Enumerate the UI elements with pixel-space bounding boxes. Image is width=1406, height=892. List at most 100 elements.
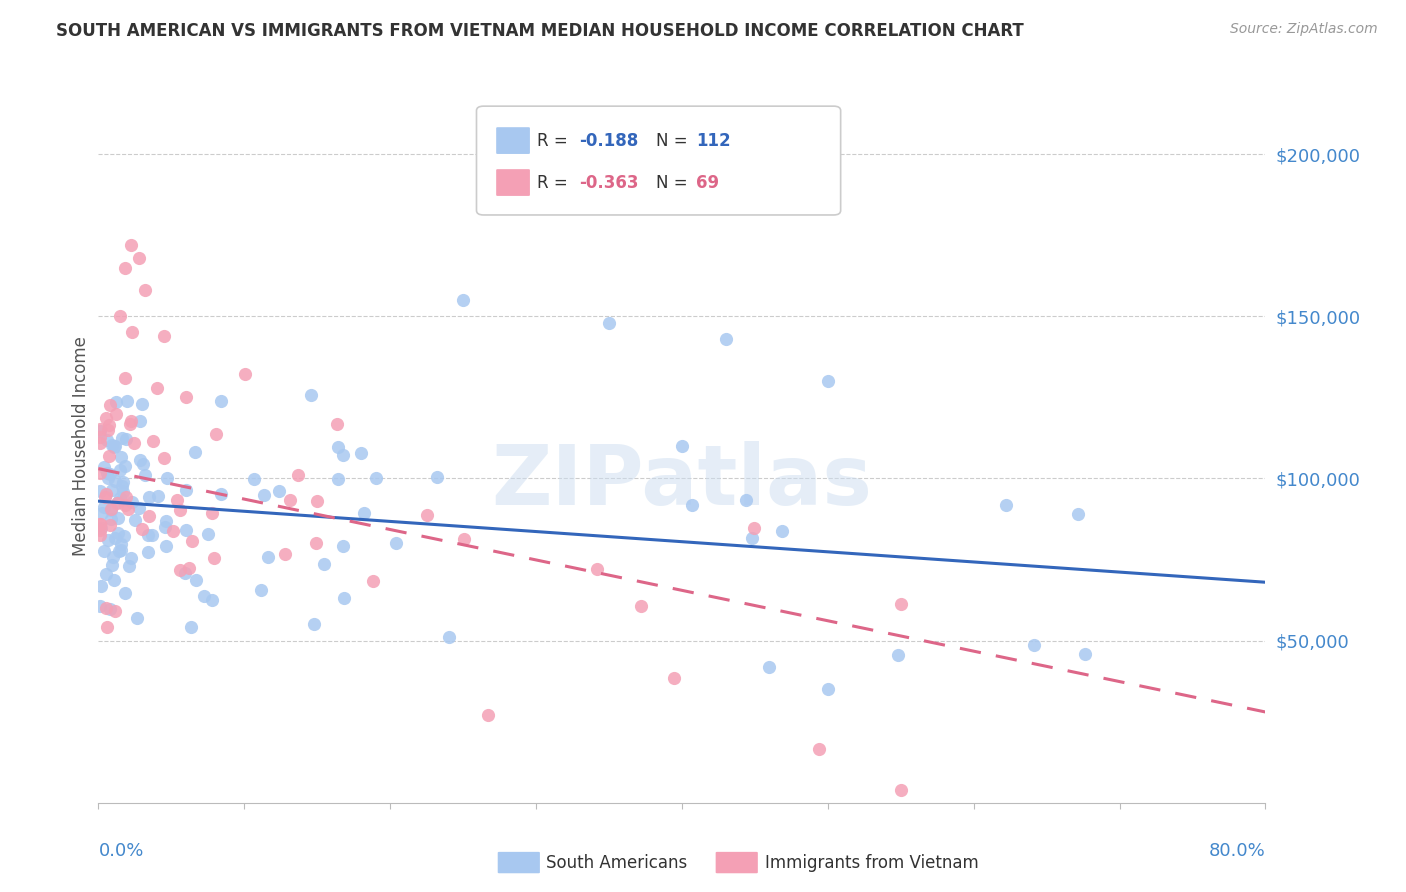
Point (1074, 647, 1097, 661)
Point (304, 617, 326, 632)
Point (817, 374, 839, 388)
Point (201, 506, 224, 520)
Point (162, 524, 184, 538)
Point (174, 483, 197, 497)
Point (202, 550, 225, 565)
Point (98, 602, 121, 616)
Point (110, 537, 132, 551)
Point (995, 498, 1018, 512)
Point (129, 452, 152, 467)
Point (110, 450, 132, 464)
Point (193, 589, 215, 603)
Text: R =: R = (537, 174, 574, 192)
Point (209, 486, 232, 500)
Point (103, 604, 125, 618)
Point (118, 559, 141, 574)
Point (437, 630, 460, 644)
Text: R =: R = (537, 132, 574, 150)
Point (353, 506, 375, 520)
Point (287, 467, 309, 482)
Point (146, 381, 169, 395)
Point (138, 508, 160, 523)
Text: ZIPatlas: ZIPatlas (492, 442, 872, 522)
Point (114, 585, 136, 599)
Point (314, 557, 336, 571)
Point (103, 574, 125, 588)
Point (104, 407, 127, 421)
Point (97, 471, 120, 485)
Point (104, 474, 127, 488)
Point (124, 513, 146, 527)
Point (332, 448, 354, 462)
Point (278, 492, 301, 507)
Point (304, 536, 326, 550)
Point (89, 517, 111, 532)
Point (671, 439, 693, 453)
Point (758, 659, 780, 673)
Point (177, 560, 200, 574)
Point (664, 671, 686, 685)
Point (1022, 638, 1045, 652)
Text: 69: 69 (696, 174, 718, 192)
Point (111, 431, 134, 445)
Point (117, 394, 139, 409)
Text: 112: 112 (696, 132, 731, 150)
Text: 0.0%: 0.0% (98, 842, 143, 860)
Point (138, 490, 160, 504)
Point (128, 414, 150, 428)
Point (714, 332, 737, 346)
Point (332, 539, 354, 553)
Point (89, 424, 111, 438)
Point (90, 578, 112, 592)
Text: Immigrants from Vietnam: Immigrants from Vietnam (765, 854, 979, 871)
Point (110, 491, 132, 505)
Point (155, 540, 177, 554)
Point (110, 462, 132, 476)
Point (274, 547, 297, 561)
Point (328, 440, 350, 454)
Point (134, 283, 156, 297)
Point (96, 619, 118, 633)
Point (299, 388, 322, 402)
Point (169, 503, 191, 517)
Point (256, 549, 278, 564)
Point (770, 524, 793, 538)
Point (586, 562, 609, 576)
Point (89, 466, 111, 480)
Point (110, 310, 132, 324)
Point (250, 582, 273, 597)
Point (121, 495, 143, 509)
Point (98, 398, 121, 412)
Point (142, 434, 165, 448)
Point (107, 526, 129, 541)
Point (734, 493, 756, 508)
Point (96, 466, 118, 480)
Point (453, 532, 475, 546)
Point (104, 531, 127, 545)
Point (326, 472, 349, 486)
Point (93, 460, 115, 475)
Text: N =: N = (657, 174, 693, 192)
Point (332, 591, 354, 606)
Point (416, 508, 439, 522)
Point (94, 567, 117, 582)
Point (100, 502, 122, 516)
Text: -0.363: -0.363 (579, 174, 638, 192)
Point (89, 430, 111, 444)
Point (477, 708, 499, 723)
Point (104, 439, 127, 453)
Point (201, 593, 224, 607)
Point (96, 600, 118, 615)
Point (100, 512, 122, 526)
Point (89, 436, 111, 450)
Point (153, 450, 176, 465)
Point (326, 417, 349, 431)
Point (305, 494, 328, 508)
Point (134, 468, 156, 483)
Point (101, 483, 124, 497)
Text: 80.0%: 80.0% (1209, 842, 1265, 860)
Point (97, 533, 120, 547)
Point (94, 411, 117, 425)
Point (136, 545, 159, 559)
Point (91, 506, 114, 520)
